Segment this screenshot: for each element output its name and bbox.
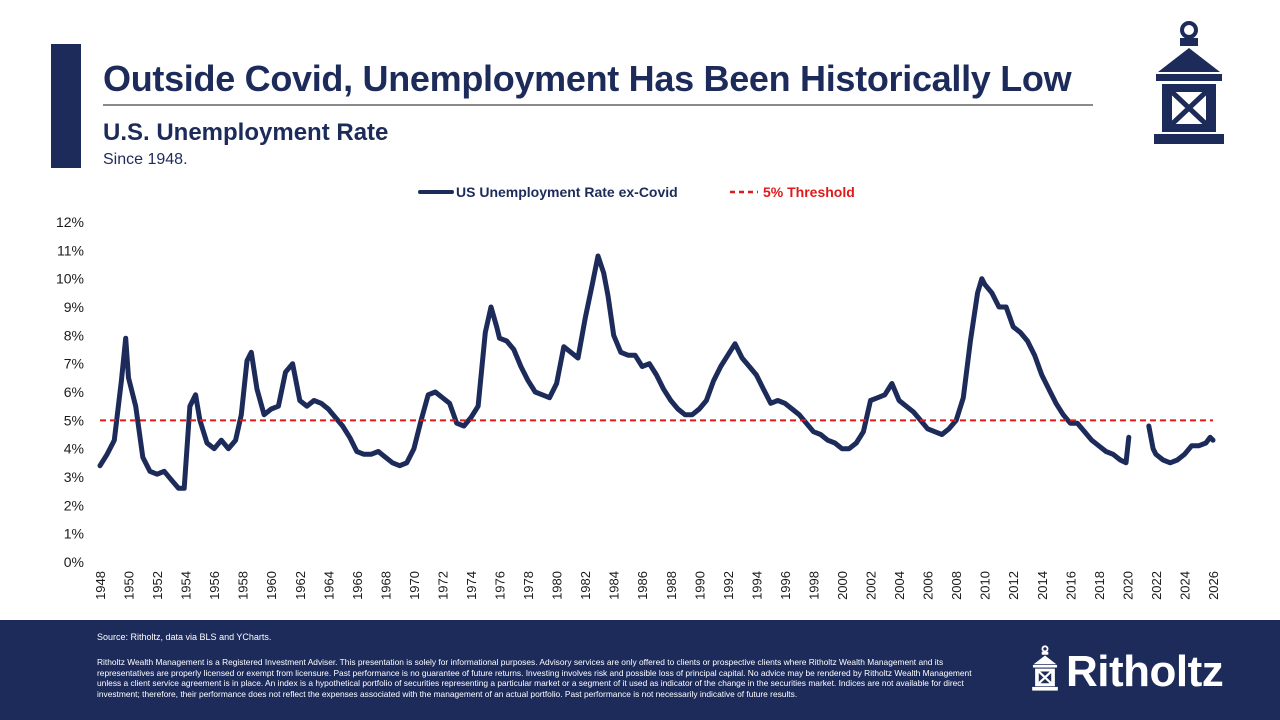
legend-label-unemployment: US Unemployment Rate ex-Covid <box>456 184 678 200</box>
y-tick-label: 9% <box>64 299 84 315</box>
x-tick-label: 1968 <box>378 571 393 600</box>
x-tick-label: 1948 <box>93 571 108 600</box>
x-tick-label: 1994 <box>749 571 764 600</box>
lantern-logo-icon <box>1148 20 1230 155</box>
x-tick-label: 1974 <box>464 571 479 600</box>
x-tick-label: 1978 <box>521 571 536 600</box>
disclaimer-text: Ritholtz Wealth Management is a Register… <box>97 657 972 699</box>
x-tick-label: 2020 <box>1120 571 1135 600</box>
x-tick-label: 2022 <box>1149 571 1164 600</box>
x-tick-label: 1964 <box>321 571 336 600</box>
x-tick-label: 2000 <box>835 571 850 600</box>
y-axis: 0% 1% 2% 3% 4% 5% 6% 7% 8% 9% 10% 11% 12% <box>56 214 84 570</box>
plot-area <box>97 253 1216 491</box>
x-tick-label: 2002 <box>864 571 879 600</box>
x-tick-label: 2012 <box>1006 571 1021 600</box>
x-tick-label: 1990 <box>692 571 707 600</box>
x-tick-label: 1986 <box>635 571 650 600</box>
source-note: Source: Ritholtz, data via BLS and YChar… <box>97 632 272 642</box>
x-tick-label: 1998 <box>806 571 821 600</box>
x-tick-label: 1972 <box>435 571 450 600</box>
x-tick-label: 2024 <box>1177 571 1192 600</box>
y-tick-label: 12% <box>56 214 84 230</box>
y-tick-label: 6% <box>64 384 84 400</box>
brand-logo: Ritholtz <box>1030 640 1224 703</box>
x-tick-label: 1984 <box>607 571 622 600</box>
brand-name: Ritholtz <box>1066 646 1224 696</box>
x-tick-label: 2006 <box>921 571 936 600</box>
y-tick-label: 7% <box>64 356 84 372</box>
x-tick-label: 1962 <box>293 571 308 600</box>
x-tick-label: 1980 <box>550 571 565 600</box>
footer: Source: Ritholtz, data via BLS and YChar… <box>0 620 1280 720</box>
lantern-icon <box>1030 640 1060 703</box>
legend: US Unemployment Rate ex-Covid 5% Thresho… <box>418 184 855 200</box>
y-tick-label: 0% <box>64 554 84 570</box>
y-tick-label: 10% <box>56 271 84 287</box>
unemployment-line <box>1146 423 1216 466</box>
page-title: Outside Covid, Unemployment Has Been His… <box>103 58 1072 99</box>
x-tick-label: 2018 <box>1092 571 1107 600</box>
x-axis: 1948 1950 1952 1954 1956 1958 1960 1962 1964 1966… <box>93 571 1221 600</box>
unemployment-chart: US Unemployment Rate ex-Covid 5% Thresho… <box>56 184 1221 600</box>
x-tick-label: 2010 <box>978 571 993 600</box>
y-tick-label: 3% <box>64 469 84 485</box>
y-tick-label: 5% <box>64 412 84 428</box>
chart-subtitle: U.S. Unemployment Rate <box>103 119 389 146</box>
x-tick-label: 1966 <box>350 571 365 600</box>
y-tick-label: 1% <box>64 526 84 542</box>
x-tick-label: 1996 <box>778 571 793 600</box>
unemployment-line <box>97 253 1132 491</box>
title-divider <box>103 104 1093 106</box>
x-tick-label: 1956 <box>207 571 222 600</box>
x-tick-label: 2026 <box>1206 571 1221 600</box>
x-tick-label: 2014 <box>1035 571 1050 600</box>
x-tick-label: 1970 <box>407 571 422 600</box>
x-tick-label: 1954 <box>179 571 194 600</box>
x-tick-label: 2008 <box>949 571 964 600</box>
title-accent-bar <box>51 44 81 168</box>
y-tick-label: 4% <box>64 441 84 457</box>
y-tick-label: 2% <box>64 497 84 513</box>
x-tick-label: 1950 <box>122 571 137 600</box>
x-tick-label: 2004 <box>892 571 907 600</box>
x-tick-label: 1952 <box>150 571 165 600</box>
legend-label-threshold: 5% Threshold <box>763 184 855 200</box>
x-tick-label: 1976 <box>493 571 508 600</box>
x-tick-label: 1960 <box>264 571 279 600</box>
x-tick-label: 1982 <box>578 571 593 600</box>
x-tick-label: 1992 <box>721 571 736 600</box>
x-tick-label: 2016 <box>1063 571 1078 600</box>
x-tick-label: 1958 <box>236 571 251 600</box>
x-tick-label: 1988 <box>664 571 679 600</box>
chart-period-note: Since 1948. <box>103 151 188 168</box>
y-tick-label: 11% <box>57 242 84 258</box>
y-tick-label: 8% <box>64 327 84 343</box>
